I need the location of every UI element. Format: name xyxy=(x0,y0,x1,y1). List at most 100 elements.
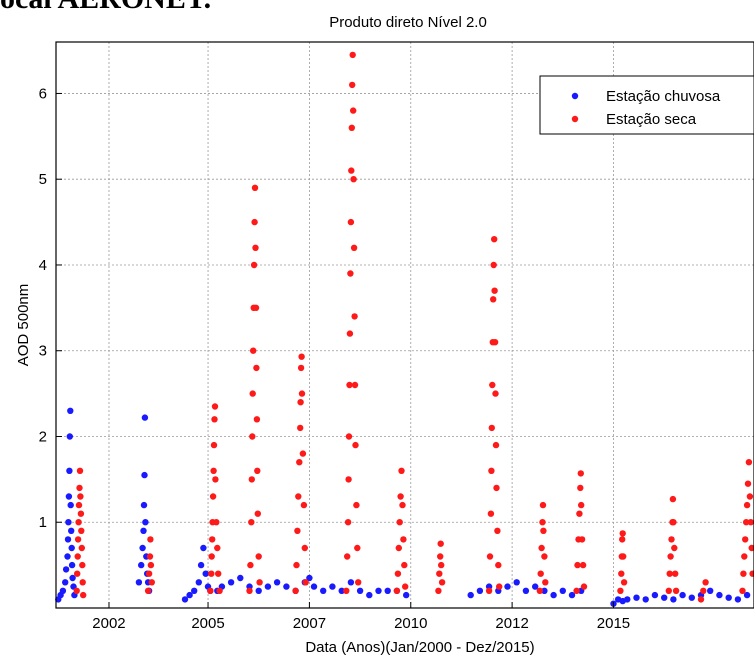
dry-point xyxy=(491,288,497,294)
dry-point xyxy=(302,545,308,551)
dry-point xyxy=(75,536,81,542)
rainy-point xyxy=(142,519,148,525)
dry-point xyxy=(670,519,676,525)
dry-point xyxy=(298,354,304,360)
dry-point xyxy=(542,579,548,585)
dry-point xyxy=(301,502,307,508)
dry-point xyxy=(212,403,218,409)
dry-point xyxy=(394,588,400,594)
rainy-point xyxy=(329,583,335,589)
rainy-point xyxy=(477,588,483,594)
dry-point xyxy=(248,519,254,525)
dry-point xyxy=(76,502,82,508)
dry-point xyxy=(75,519,81,525)
dry-point xyxy=(541,553,547,559)
rainy-point xyxy=(716,592,722,598)
dry-point xyxy=(293,562,299,568)
dry-point xyxy=(702,579,708,585)
dry-point xyxy=(538,571,544,577)
dry-point xyxy=(350,107,356,113)
dry-point xyxy=(698,596,704,602)
dry-point xyxy=(437,553,443,559)
rainy-point xyxy=(375,588,381,594)
rainy-point xyxy=(65,519,71,525)
rainy-point xyxy=(643,596,649,602)
rainy-point xyxy=(62,579,68,585)
rainy-point xyxy=(403,592,409,598)
dry-point xyxy=(401,562,407,568)
dry-point xyxy=(577,485,583,491)
rainy-point xyxy=(679,592,685,598)
rainy-point xyxy=(468,592,474,598)
dry-point xyxy=(666,588,672,594)
dry-point xyxy=(210,468,216,474)
rainy-point xyxy=(136,579,142,585)
dry-point xyxy=(492,390,498,396)
legend-marker-rainy xyxy=(572,93,578,99)
dry-point xyxy=(488,468,494,474)
dry-point xyxy=(538,545,544,551)
dry-point xyxy=(748,519,754,525)
dry-point xyxy=(74,588,80,594)
dry-point xyxy=(303,579,309,585)
dry-point xyxy=(209,536,215,542)
dry-point xyxy=(487,553,493,559)
dry-point xyxy=(351,313,357,319)
dry-point xyxy=(667,553,673,559)
dry-point xyxy=(250,390,256,396)
dry-point xyxy=(78,528,84,534)
dry-point xyxy=(496,583,502,589)
x-tick-label: 2015 xyxy=(597,615,630,632)
dry-point xyxy=(215,571,221,577)
dry-point xyxy=(78,511,84,517)
dry-point xyxy=(299,390,305,396)
dry-point xyxy=(146,571,152,577)
dry-point xyxy=(208,571,214,577)
dry-point xyxy=(249,433,255,439)
dry-point xyxy=(252,245,258,251)
dry-point xyxy=(438,541,444,547)
y-tick-label: 2 xyxy=(39,428,47,445)
dry-point xyxy=(489,382,495,388)
dry-point xyxy=(540,528,546,534)
dry-point xyxy=(254,416,260,422)
x-tick-label: 2012 xyxy=(495,615,528,632)
dry-point xyxy=(354,545,360,551)
dry-point xyxy=(347,330,353,336)
dry-point xyxy=(488,511,494,517)
dry-point xyxy=(346,433,352,439)
dry-point xyxy=(297,425,303,431)
rainy-point xyxy=(661,595,667,601)
dry-point xyxy=(435,588,441,594)
rainy-point xyxy=(200,545,206,551)
legend: Estação chuvosa Estação seca xyxy=(540,76,754,134)
legend-marker-dry xyxy=(572,116,578,122)
rainy-point xyxy=(652,592,658,598)
dry-point xyxy=(746,459,752,465)
rainy-point xyxy=(256,588,262,594)
dry-point xyxy=(79,545,85,551)
dry-point xyxy=(74,571,80,577)
dry-point xyxy=(212,476,218,482)
dry-point xyxy=(578,470,584,476)
dry-point xyxy=(740,571,746,577)
dry-point xyxy=(79,562,85,568)
dry-point xyxy=(672,571,678,577)
dry-point xyxy=(349,82,355,88)
dry-point xyxy=(344,553,350,559)
dry-point xyxy=(298,365,304,371)
rainy-point xyxy=(203,571,209,577)
rainy-point xyxy=(60,588,66,594)
dry-point xyxy=(621,579,627,585)
dry-point xyxy=(700,588,706,594)
dry-point xyxy=(573,588,579,594)
dry-point xyxy=(253,305,259,311)
dry-point xyxy=(400,536,406,542)
dry-point xyxy=(574,562,580,568)
dry-point xyxy=(350,52,356,58)
dry-point xyxy=(671,545,677,551)
rainy-point xyxy=(64,553,70,559)
dry-point xyxy=(495,562,501,568)
rainy-point xyxy=(67,408,73,414)
dry-point xyxy=(213,519,219,525)
